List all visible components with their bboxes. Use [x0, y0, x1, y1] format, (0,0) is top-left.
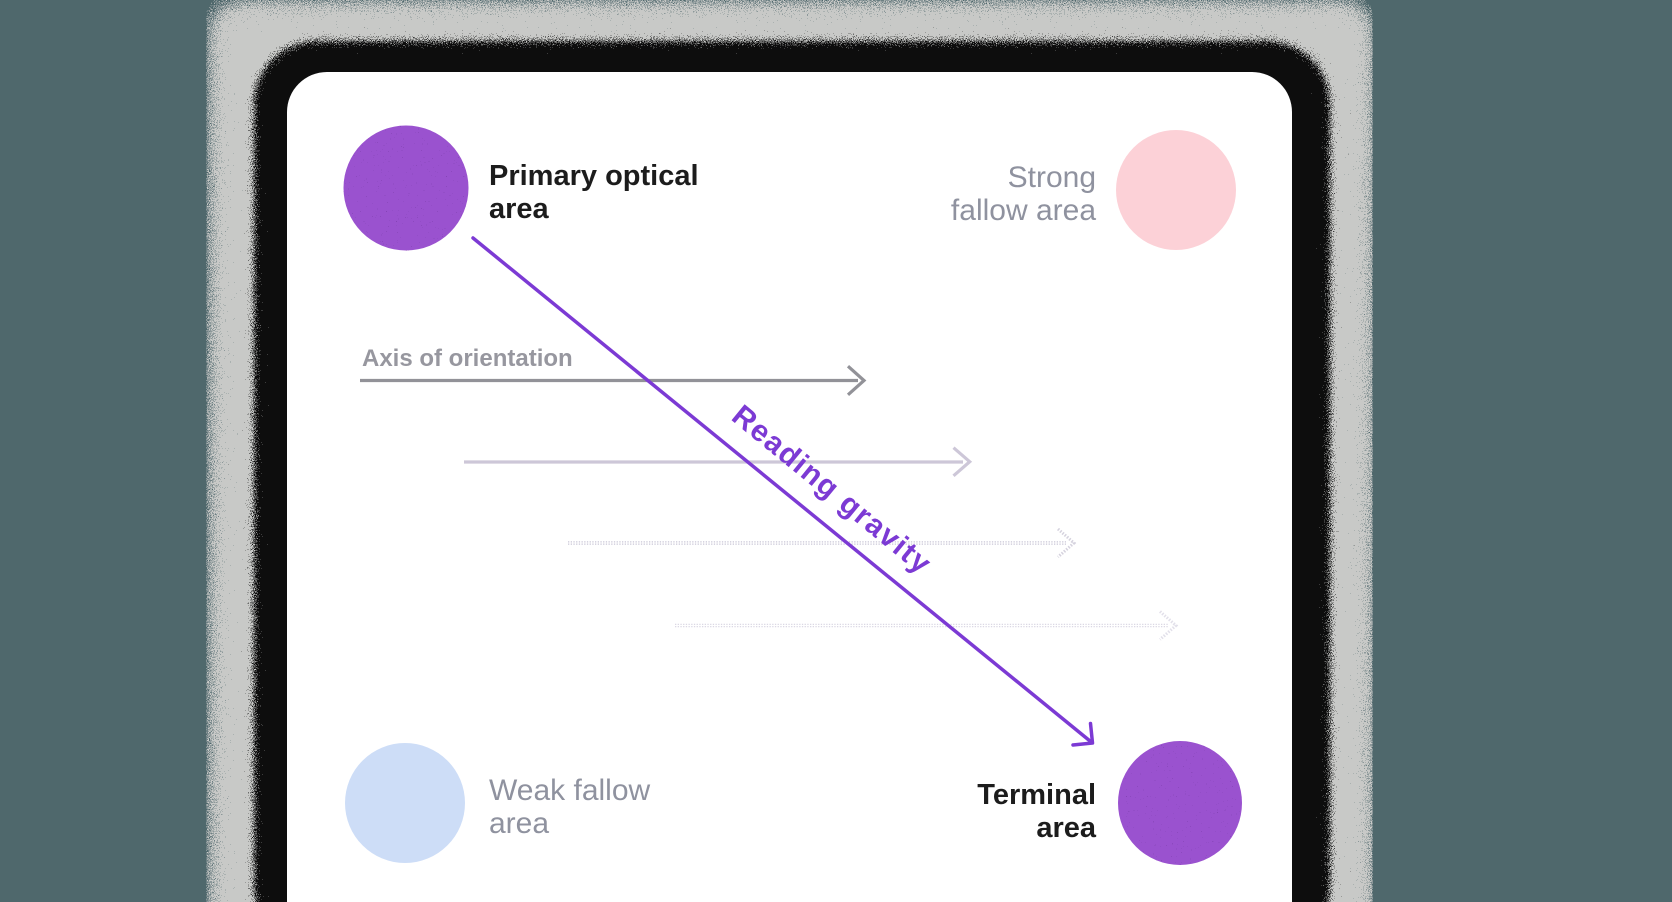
svg-text:area: area — [489, 807, 549, 840]
svg-text:fallow area: fallow area — [951, 194, 1096, 227]
svg-text:area: area — [1036, 812, 1097, 844]
svg-text:Strong: Strong — [1008, 161, 1096, 194]
svg-text:Axis of orientation: Axis of orientation — [362, 345, 573, 372]
svg-text:Terminal: Terminal — [977, 779, 1096, 811]
svg-text:Weak fallow: Weak fallow — [489, 774, 651, 807]
svg-text:Primary optical: Primary optical — [489, 160, 699, 192]
svg-text:area: area — [489, 193, 550, 225]
